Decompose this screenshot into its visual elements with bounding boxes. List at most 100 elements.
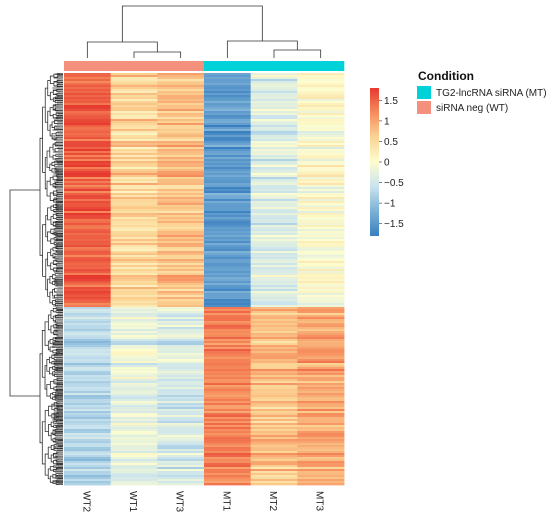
- heatmap-row-cell: [110, 93, 158, 96]
- heatmap-row-cell: [157, 237, 205, 240]
- heatmap-row-cell: [157, 397, 205, 400]
- heatmap-row-cell: [110, 95, 158, 98]
- heatmap-row-cell: [110, 469, 158, 472]
- heatmap-row-cell: [110, 347, 158, 350]
- heatmap-row-cell: [64, 161, 112, 164]
- colorbar-tick-label: 1.5: [384, 96, 398, 107]
- heatmap-row-cell: [297, 439, 345, 442]
- row-dendro-bottombbbbab: [55, 476, 58, 480]
- heatmap-row-cell: [204, 175, 252, 178]
- heatmap-row-cell: [297, 303, 345, 306]
- heatmap-row-cell: [204, 419, 252, 422]
- heatmap-row-cell: [250, 133, 298, 136]
- heatmap-row-cell: [110, 315, 158, 318]
- heatmap-row-cell: [64, 133, 112, 136]
- heatmap-row-cell: [110, 173, 158, 176]
- heatmap-row-cell: [250, 317, 298, 320]
- heatmap-row-cell: [110, 171, 158, 174]
- heatmap-row-cell: [204, 205, 252, 208]
- heatmap-row-cell: [204, 393, 252, 396]
- heatmap-row-cell: [250, 159, 298, 162]
- row-dendro-topbb: [45, 258, 48, 291]
- row-dendro-bottomabaa: [48, 356, 52, 364]
- row-dendro-topaaabbb: [54, 100, 58, 103]
- row-dendro-bottomaaab: [50, 325, 54, 334]
- row-dendro-topbaba: [50, 228, 55, 234]
- heatmap-row-cell: [110, 369, 158, 372]
- heatmap-row-cell: [204, 325, 252, 328]
- heatmap-row-cell: [204, 365, 252, 368]
- heatmap-row-cell: [64, 447, 112, 450]
- column-label-MT1: MT1: [220, 491, 231, 511]
- heatmap-row-cell: [204, 167, 252, 170]
- heatmap-row-cell: [157, 185, 205, 188]
- row-dendro-bottombbaaa: [53, 443, 57, 448]
- heatmap-row-cell: [157, 367, 205, 370]
- heatmap-row-cell: [204, 225, 252, 228]
- heatmap-row-cell: [297, 419, 345, 422]
- row-dendro-bottomabbbb: [52, 396, 56, 400]
- heatmap-row-cell: [297, 373, 345, 376]
- heatmap-row-cell: [110, 311, 158, 314]
- heatmap-row-cell: [204, 473, 252, 476]
- heatmap-row-cell: [110, 319, 158, 322]
- heatmap-row-cell: [297, 381, 345, 384]
- condition-legend: Condition TG2-lncRNA siRNA (MT) siRNA neg…: [417, 69, 547, 114]
- heatmap-row-cell: [204, 381, 252, 384]
- heatmap-row-cell: [64, 219, 112, 222]
- row-dendro-topabaaba: [55, 153, 59, 157]
- heatmap-row-cell: [297, 117, 345, 120]
- heatmap-row-cell: [64, 327, 112, 330]
- heatmap-row-cell: [64, 139, 112, 142]
- heatmap-row-cell: [297, 101, 345, 104]
- heatmap-row-cell: [297, 463, 345, 466]
- heatmap-row-cell: [250, 283, 298, 286]
- heatmap-row-cell: [64, 213, 112, 216]
- heatmap-row-cell: [297, 355, 345, 358]
- heatmap-row-cell: [110, 455, 158, 458]
- row-dendro-bottomababba: [54, 370, 58, 373]
- heatmap-row-cell: [64, 207, 112, 210]
- heatmap-row-cell: [297, 111, 345, 114]
- heatmap-row-cell: [250, 135, 298, 138]
- heatmap-row-cell: [64, 253, 112, 256]
- heatmap-row-cell: [250, 271, 298, 274]
- heatmap-row-cell: [64, 379, 112, 382]
- heatmap-row-cell: [250, 291, 298, 294]
- heatmap-row-cell: [157, 163, 205, 166]
- row-dendro-bottombbba: [49, 466, 54, 471]
- heatmap-row-cell: [250, 155, 298, 158]
- heatmap-row-cell: [157, 463, 205, 466]
- heatmap-row-cell: [110, 119, 158, 122]
- heatmap-row-cell: [110, 131, 158, 134]
- heatmap-row-cell: [297, 73, 345, 76]
- heatmap-row-cell: [157, 425, 205, 428]
- heatmap-row-cell: [204, 479, 252, 482]
- row-dendro-topaab: [47, 110, 51, 131]
- row-dendro-topbbab: [50, 262, 54, 271]
- heatmap-row-cell: [297, 75, 345, 78]
- heatmap-row-cell: [250, 353, 298, 356]
- heatmap-row-cell: [110, 109, 158, 112]
- heatmap-row-cell: [157, 279, 205, 282]
- heatmap-row-cell: [250, 409, 298, 412]
- heatmap-row-cell: [64, 165, 112, 168]
- heatmap-row-cell: [64, 393, 112, 396]
- heatmap-row-cell: [250, 143, 298, 146]
- heatmap-row-cell: [204, 267, 252, 270]
- heatmap-row-cell: [297, 107, 345, 110]
- heatmap-row-cell: [64, 249, 112, 252]
- heatmap-row-cell: [297, 125, 345, 128]
- heatmap-row-cell: [297, 397, 345, 400]
- heatmap-row-cell: [297, 365, 345, 368]
- heatmap-row-cell: [250, 257, 298, 260]
- heatmap-row-cell: [110, 209, 158, 212]
- heatmap-row-cell: [110, 405, 158, 408]
- heatmap-row-cell: [297, 319, 345, 322]
- heatmap-row-cell: [110, 83, 158, 86]
- heatmap-row-cell: [204, 375, 252, 378]
- heatmap-row-cell: [297, 261, 345, 264]
- heatmap-row-cell: [64, 171, 112, 174]
- heatmap-row-cell: [204, 343, 252, 346]
- heatmap-row-cell: [110, 269, 158, 272]
